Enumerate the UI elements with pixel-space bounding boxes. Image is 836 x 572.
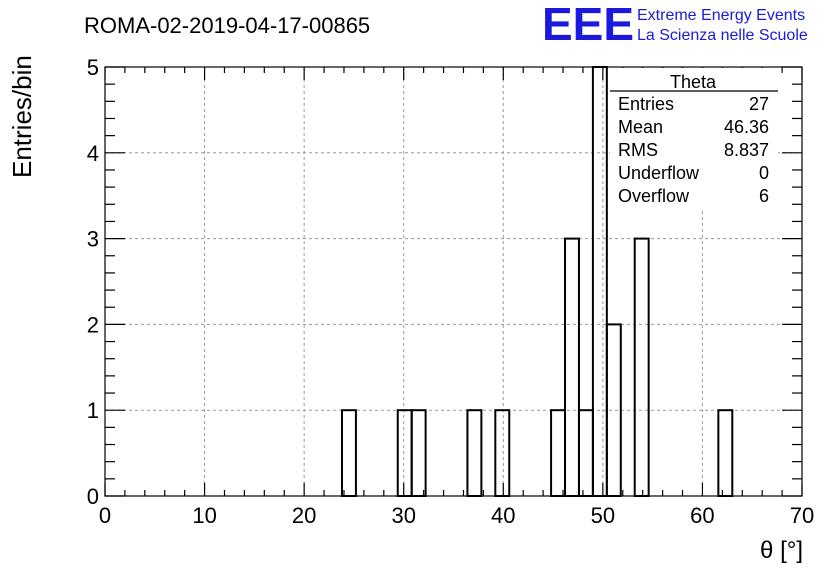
x-axis-label: θ [°]: [760, 537, 803, 564]
x-tick-label: 50: [591, 503, 615, 528]
logo-mark: EEE: [542, 0, 634, 50]
y-tick-labels: 0 1 2 3 4 5: [87, 55, 99, 509]
stats-rows: Entries 27 Mean 46.36 RMS 8.837 Underflow 0 Over…: [618, 94, 769, 206]
histogram-bar: [591, 66, 608, 497]
chart-title: ROMA-02-2019-04-17-00865: [84, 13, 370, 38]
x-tick-label: 10: [192, 503, 216, 528]
x-tick-labels: 0 10 20 30 40 50 60 70: [99, 503, 814, 528]
stats-row-label: Entries: [618, 94, 674, 114]
histogram-bar: [633, 237, 650, 497]
eee-logo: EEE Extreme Energy Events La Scienza nel…: [542, 0, 808, 50]
logo-line-1: Extreme Energy Events: [637, 7, 805, 24]
stats-box-background: [610, 68, 778, 210]
y-tick-label: 4: [87, 141, 99, 166]
histogram-bar: [564, 237, 580, 497]
x-tick-label: 20: [292, 503, 316, 528]
plot-frame: [104, 66, 803, 497]
histogram-bar: [494, 409, 511, 498]
stats-row-value: 46.36: [724, 117, 769, 137]
stats-row-value: 6: [759, 186, 769, 206]
stats-box: Theta Entries 27 Mean 46.36 RMS 8.837 Underflo…: [610, 68, 778, 210]
stats-row-label: Mean: [618, 117, 663, 137]
stats-row-value: 27: [749, 94, 769, 114]
x-tick-label: 60: [690, 503, 714, 528]
histogram-bar: [466, 409, 483, 498]
stats-title: Theta: [670, 72, 717, 92]
x-tick-label: 0: [99, 503, 111, 528]
y-tick-label: 1: [87, 398, 99, 423]
stats-row-label: Underflow: [618, 163, 700, 183]
stats-row-value: 8.837: [724, 140, 769, 160]
stats-row-label: RMS: [618, 140, 658, 160]
y-tick-label: 3: [87, 227, 99, 252]
histogram-bar: [410, 409, 427, 498]
histogram-bar: [550, 409, 567, 498]
histogram-bar: [340, 409, 357, 498]
y-axis-label: Entries/bin: [7, 55, 37, 178]
logo-line-2: La Scienza nelle Scuole: [637, 27, 808, 44]
histogram-bar: [605, 323, 622, 497]
y-tick-label: 2: [87, 312, 99, 337]
histogram-bar: [577, 409, 594, 498]
x-tick-label: 30: [391, 503, 415, 528]
y-tick-label: 5: [87, 55, 99, 80]
histogram-bar: [717, 409, 734, 498]
y-tick-label: 0: [87, 484, 99, 509]
stats-row-label: Overflow: [618, 186, 690, 206]
stats-row-value: 0: [759, 163, 769, 183]
x-tick-label: 40: [491, 503, 515, 528]
x-tick-label: 70: [790, 503, 814, 528]
histogram-bar: [396, 409, 413, 498]
